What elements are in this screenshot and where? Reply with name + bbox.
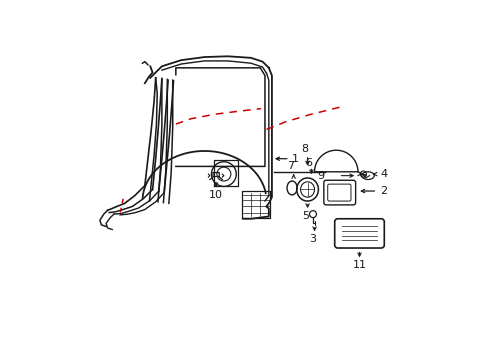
Text: 1: 1 [291,154,299,164]
Text: 4: 4 [380,169,387,179]
FancyBboxPatch shape [334,219,384,248]
Text: 3: 3 [308,234,315,244]
Text: 6: 6 [305,158,312,168]
Text: 7: 7 [286,161,293,171]
Text: 9: 9 [317,171,324,181]
Text: 11: 11 [352,260,366,270]
Text: 2: 2 [380,186,387,196]
FancyBboxPatch shape [323,180,355,205]
Text: 8: 8 [300,144,307,154]
Text: 5: 5 [302,211,309,221]
FancyBboxPatch shape [327,184,350,201]
Text: 10: 10 [209,190,223,200]
